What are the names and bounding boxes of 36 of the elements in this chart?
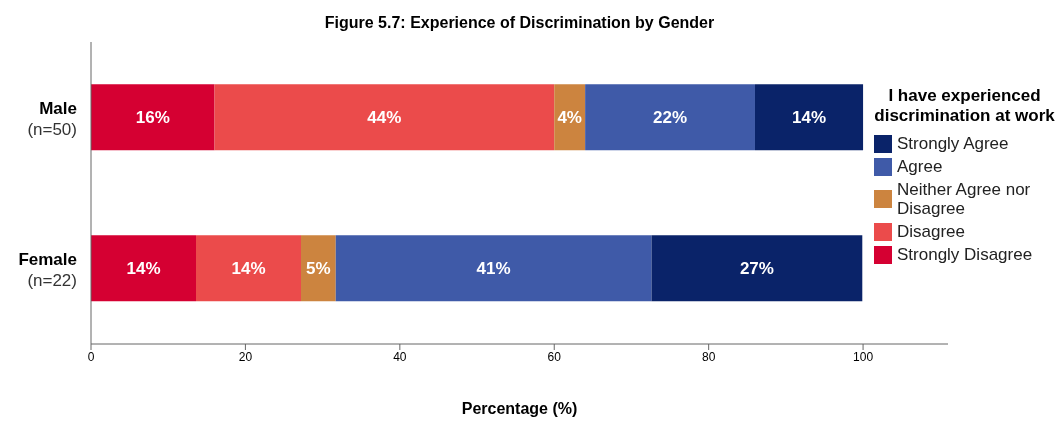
data-label: 27% <box>739 259 774 279</box>
data-label: 22% <box>653 108 688 128</box>
legend-label: Strongly Agree <box>897 134 1009 153</box>
x-axis-title: Percentage (%) <box>460 400 579 418</box>
data-label: 5% <box>306 259 331 279</box>
bar <box>554 84 586 151</box>
data-label: 4% <box>557 108 582 128</box>
bar <box>301 235 336 302</box>
legend-title: I have experienced discrimination at work <box>874 86 1055 126</box>
bar <box>91 84 215 151</box>
legend-label: Agree <box>897 157 943 176</box>
data-label: 44% <box>367 108 402 128</box>
data-label: 14% <box>792 108 827 128</box>
y-tick-label: Male (n=50) <box>27 98 77 139</box>
data-label: 41% <box>476 259 511 279</box>
data-label: 14% <box>231 259 266 279</box>
bar <box>754 84 864 151</box>
bar <box>651 235 863 302</box>
x-tick-label: 40 <box>393 349 407 364</box>
legend-label: Disagree <box>897 222 966 241</box>
bar <box>585 84 755 151</box>
data-label: 16% <box>135 108 170 128</box>
bar <box>91 235 196 302</box>
bar <box>214 84 555 151</box>
legend-label: Strongly Disagree <box>897 245 1033 264</box>
legend-label: Neither Agree nor Disagree <box>897 180 1032 218</box>
x-tick-label: 60 <box>547 349 562 364</box>
y-tick-label: Female (n=22) <box>18 249 77 290</box>
data-label: 14% <box>126 259 161 279</box>
x-tick-label: 0 <box>87 349 95 364</box>
bar <box>196 235 301 302</box>
x-tick-label: 100 <box>853 349 874 364</box>
x-tick-label: 80 <box>701 349 716 364</box>
x-tick-label: 20 <box>238 349 253 364</box>
chart-title: Figure 5.7: Experience of Discrimination by Gender <box>323 14 716 32</box>
bar <box>335 235 652 302</box>
